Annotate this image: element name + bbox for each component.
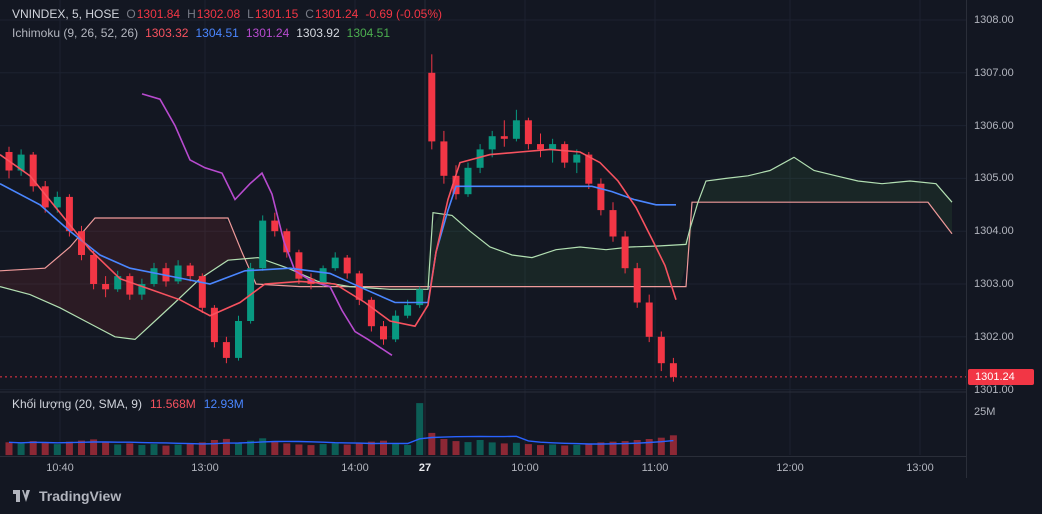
low-label: L xyxy=(247,7,254,21)
volume-legend-row[interactable]: Khối lượng (20, SMA, 9) 11.568M 12.93M xyxy=(12,397,244,411)
volume-axis-tick: 25M xyxy=(974,406,996,418)
ichimoku-senkou-b-value: 1304.51 xyxy=(346,26,391,40)
high-value: 1302.08 xyxy=(196,7,241,21)
price-axis-tick: 1306.00 xyxy=(974,119,1014,132)
close-value: 1301.24 xyxy=(314,7,359,21)
ichimoku-title: Ichimoku (9, 26, 52, 26) xyxy=(12,26,139,40)
volume-ma-value: 12.93M xyxy=(203,397,244,411)
bottom-bar: TradingView xyxy=(0,478,1042,514)
price-axis-tick: 1303.00 xyxy=(974,278,1014,290)
close-label: C xyxy=(305,7,314,21)
price-axis-tick: 1305.00 xyxy=(974,172,1014,185)
time-axis-tick: 27 xyxy=(418,462,432,474)
high-value-group: H 1302.08 xyxy=(187,8,240,20)
time-axis-tick: 13:00 xyxy=(191,462,219,474)
ichimoku-kijun-value: 1304.51 xyxy=(195,26,239,40)
price-axis[interactable]: 1308.00 1307.00 1306.00 1305.00 1304.00 1303.… xyxy=(966,0,1042,478)
change-value: -0.69 (-0.05%) xyxy=(365,7,443,21)
price-axis-tick: 1304.00 xyxy=(974,225,1014,238)
open-value-group: O 1301.84 xyxy=(126,8,180,20)
time-axis-tick: 10:00 xyxy=(511,462,539,474)
open-label: O xyxy=(126,7,136,21)
price-axis-tick: 1307.00 xyxy=(974,66,1014,79)
price-chart-canvas[interactable] xyxy=(0,0,966,456)
symbol-legend-row[interactable]: VNINDEX, 5, HOSE O 1301.84 H 1302.08 L 1… xyxy=(12,8,442,20)
time-axis-tick: 13:00 xyxy=(906,462,934,474)
ichimoku-tenkan-value: 1303.32 xyxy=(145,26,189,40)
high-label: H xyxy=(187,7,196,21)
symbol-title: VNINDEX, 5, HOSE xyxy=(12,7,120,21)
ichimoku-chikou-value: 1301.24 xyxy=(245,26,290,40)
time-axis-tick: 11:00 xyxy=(641,462,669,474)
time-axis-tick: 14:00 xyxy=(341,462,369,474)
chart-legend: VNINDEX, 5, HOSE O 1301.84 H 1302.08 L 1… xyxy=(12,8,442,46)
last-price-label: 1301.24 xyxy=(968,368,1034,385)
volume-value: 11.568M xyxy=(149,397,196,411)
volume-title: Khối lượng (20, SMA, 9) xyxy=(12,397,142,411)
price-axis-tick: 1301.00 xyxy=(974,383,1014,396)
ichimoku-senkou-a-value: 1303.92 xyxy=(296,26,340,40)
tradingview-logo-icon[interactable] xyxy=(12,486,32,506)
tradingview-brand-text[interactable]: TradingView xyxy=(39,488,122,504)
low-value-group: L 1301.15 xyxy=(247,8,298,20)
time-axis-tick: 10:40 xyxy=(46,462,74,474)
open-value: 1301.84 xyxy=(136,7,181,21)
price-axis-tick: 1308.00 xyxy=(974,14,1014,26)
close-value-group: C 1301.24 xyxy=(305,8,358,20)
time-axis[interactable]: 10:40 13:00 14:00 27 10:00 11:00 12:00 13:00 xyxy=(0,456,966,479)
price-axis-tick: 1302.00 xyxy=(974,330,1014,343)
time-axis-tick: 12:00 xyxy=(776,462,804,474)
ichimoku-legend-row[interactable]: Ichimoku (9, 26, 52, 26) 1303.32 1304.51… xyxy=(12,27,442,39)
low-value: 1301.15 xyxy=(254,7,299,21)
